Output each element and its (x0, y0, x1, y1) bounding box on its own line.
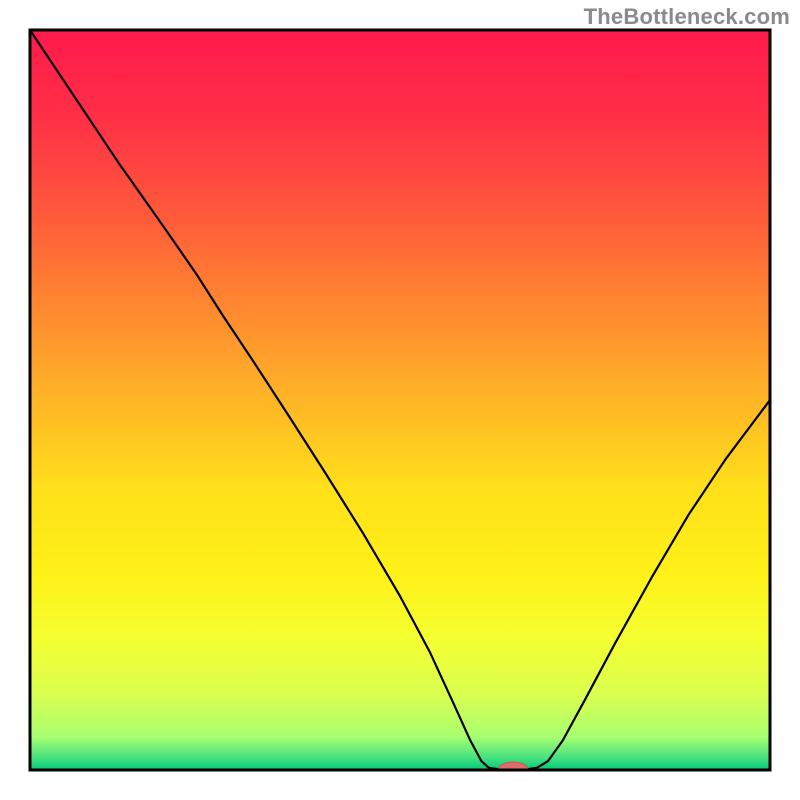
plot-background (30, 30, 770, 770)
bottleneck-chart (0, 0, 800, 800)
watermark-text: TheBottleneck.com (584, 4, 790, 30)
chart-container: { "watermark": { "text": "TheBottleneck.… (0, 0, 800, 800)
